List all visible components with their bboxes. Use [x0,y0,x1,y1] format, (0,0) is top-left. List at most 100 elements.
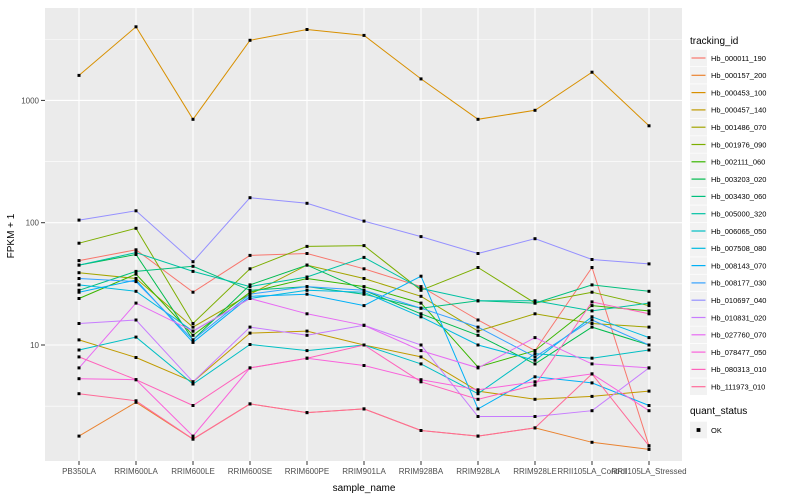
data-point [476,318,480,322]
data-point [77,277,81,280]
data-point [419,274,423,278]
data-point [248,331,252,335]
data-point [134,335,138,339]
data-point [647,348,651,352]
data-point [77,366,81,370]
data-point [248,325,252,329]
legend-title-tracking-id: tracking_id [690,36,738,47]
data-point [590,356,594,360]
data-point [419,380,423,384]
data-point [248,294,252,298]
legend-tracking-id-items: Hb_000011_190 Hb_000157_200 Hb_000453_100 H… [690,49,766,395]
x-tick-label: RRIM600LE [171,467,215,476]
data-point [419,235,423,239]
data-point [590,258,594,261]
data-point [533,349,537,353]
data-point [533,336,537,340]
data-point [77,241,81,245]
legend-label: Hb_001976_090 [711,140,766,149]
data-point [191,340,195,344]
data-point [647,447,651,451]
data-point [362,407,366,411]
data-point [77,434,81,438]
legend-label: Hb_002111_060 [711,158,765,167]
data-point [305,285,309,289]
legend-label: Hb_080313_010 [711,365,766,374]
data-point [419,285,423,289]
data-point [362,290,366,294]
data-point [419,315,423,319]
legend-label: OK [711,426,722,435]
data-point [647,404,651,407]
data-point [647,262,651,266]
y-axis-title: FPKM + 1 [6,213,17,258]
data-point [647,289,651,293]
data-point [419,312,423,316]
data-point [305,275,309,279]
data-point [191,338,195,342]
data-point [590,409,594,413]
legend-label: Hb_078477_050 [711,348,766,357]
data-point [248,290,252,294]
data-point [362,304,366,308]
data-point [647,366,651,370]
data-point [476,415,480,418]
axis-tick-marks [41,99,650,465]
data-point [134,318,138,322]
data-point [533,301,537,305]
data-point [77,348,81,352]
data-point [476,407,480,411]
data-point [533,380,537,384]
data-point [590,440,594,444]
data-point [590,322,594,325]
data-point [191,117,195,121]
x-tick-label: RRII105LA_Stressed [611,467,686,476]
data-point [533,426,537,430]
data-point [647,301,651,305]
data-point [476,392,480,396]
data-point [476,343,480,347]
data-point [533,358,537,362]
data-point [476,266,480,269]
data-point [191,329,195,333]
data-point [191,325,195,329]
data-point [647,343,651,347]
data-point [134,272,138,276]
legend-label: Hb_001486_070 [711,123,766,132]
legend-label: Hb_000457_140 [711,106,766,115]
data-point [134,209,138,213]
legend-label: Hb_000157_200 [711,71,766,80]
data-point [647,304,651,308]
data-point [419,362,423,366]
legend-label: Hb_003203_020 [711,175,766,184]
data-point [476,366,480,370]
x-tick-label: RRIM928BA [399,467,444,476]
data-point [590,372,594,376]
data-point [191,404,195,407]
data-point [647,389,651,393]
y-axis-tick-labels: 10 100 1000 [21,96,39,350]
data-point [305,356,309,360]
data-point [533,312,537,316]
data-point [248,253,252,257]
legend-label: Hb_000011_190 [711,54,766,63]
data-point [419,343,423,347]
legend-quant-status-items: OK [690,421,722,439]
data-point [191,264,195,268]
data-point [476,333,480,337]
data-point [305,244,309,248]
data-point [77,271,81,275]
legend-swatch-point [696,428,701,432]
legend-label: Hb_003430_060 [711,192,766,201]
x-axis-title: sample_name [333,483,396,494]
data-point [476,388,480,392]
data-point [590,283,594,287]
data-point [590,362,594,366]
data-point [191,333,195,337]
x-tick-label: RRIM928LE [513,467,557,476]
data-point [476,252,480,255]
data-point [533,375,537,379]
data-point [362,267,366,271]
data-point [476,325,480,329]
data-point [134,301,138,305]
